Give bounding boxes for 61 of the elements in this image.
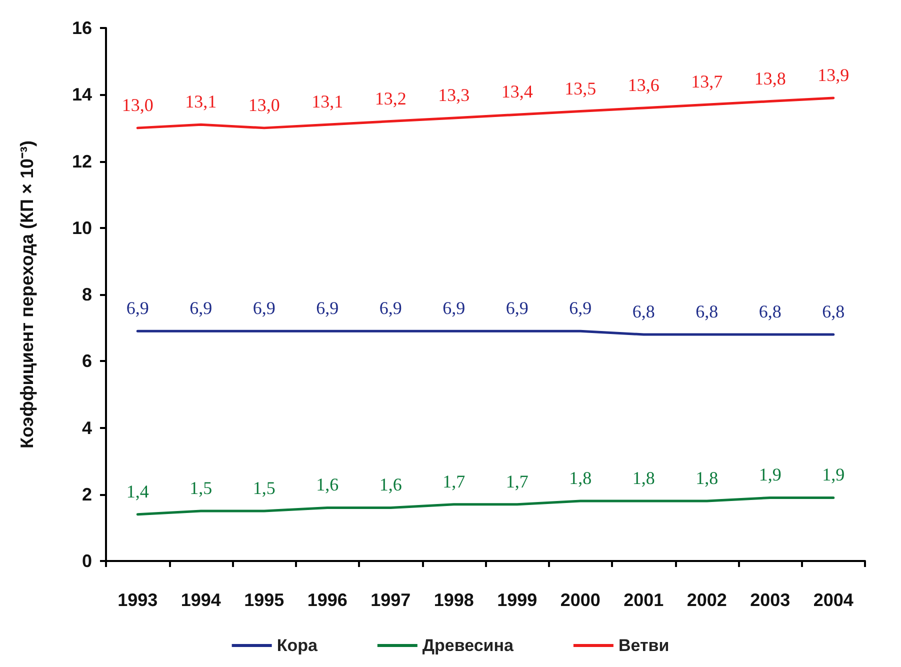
data-label: 1,5 <box>252 478 276 498</box>
data-label: 6,9 <box>569 298 592 318</box>
data-label: 13,0 <box>248 94 280 115</box>
y-axis-title: Коэффициент перехода (КП × 10⁻³) <box>17 140 37 448</box>
x-tick-label: 1996 <box>307 590 348 610</box>
data-label: 6,9 <box>379 298 402 318</box>
data-label: 1,6 <box>316 474 339 495</box>
x-tick-label: 2000 <box>560 590 600 610</box>
data-label: 6,9 <box>506 298 528 318</box>
x-tick-label: 1999 <box>497 590 538 610</box>
data-label: 13,7 <box>691 72 723 92</box>
x-tick-label: 1997 <box>370 590 411 610</box>
data-label: 6,8 <box>632 301 655 322</box>
x-tick-label: 1998 <box>434 590 474 610</box>
data-label: 6,8 <box>696 301 718 322</box>
y-tick-label: 4 <box>82 418 92 438</box>
data-label: 1,5 <box>190 478 212 498</box>
y-tick-label: 2 <box>82 484 92 504</box>
y-tick-label: 0 <box>82 551 92 571</box>
x-tick-label: 2002 <box>686 590 727 610</box>
legend-label: Кора <box>276 636 318 655</box>
data-label: 1,4 <box>126 481 149 502</box>
data-label: 6,9 <box>442 298 466 318</box>
x-tick-label: 1994 <box>180 590 221 610</box>
data-label: 6,9 <box>126 298 149 318</box>
data-label: 1,7 <box>442 471 466 492</box>
data-label: 13,4 <box>501 82 533 102</box>
y-tick-label: 14 <box>72 84 92 105</box>
legend-label: Древесина <box>422 636 514 655</box>
data-label: 13,9 <box>818 64 850 85</box>
data-label: 13,0 <box>122 94 154 115</box>
data-label: 13,1 <box>312 92 344 112</box>
data-label: 13,1 <box>185 92 217 112</box>
data-label: 6,9 <box>190 298 212 318</box>
y-tick-label: 8 <box>82 284 92 304</box>
data-label: 13,2 <box>374 88 406 108</box>
data-label: 13,3 <box>438 84 470 105</box>
legend-label: Ветви <box>618 636 670 655</box>
data-label: 6,9 <box>252 298 276 318</box>
y-tick-label: 10 <box>72 218 92 238</box>
data-label: 13,5 <box>564 78 596 98</box>
data-label: 6,9 <box>316 298 339 318</box>
x-tick-label: 1995 <box>244 590 284 610</box>
data-label: 1,7 <box>506 471 528 492</box>
data-label: 1,8 <box>632 468 655 488</box>
data-label: 1,8 <box>569 468 592 488</box>
x-tick-label: 1993 <box>118 590 158 610</box>
y-tick-label: 16 <box>72 18 92 38</box>
data-label: 1,9 <box>822 464 845 485</box>
data-label: 1,6 <box>379 474 402 495</box>
data-label: 1,9 <box>758 464 782 485</box>
y-tick-label: 6 <box>82 351 92 372</box>
data-label: 13,6 <box>628 74 660 95</box>
data-label: 1,8 <box>696 468 718 488</box>
x-tick-label: 2001 <box>624 590 664 610</box>
x-tick-label: 2003 <box>750 590 790 610</box>
y-tick-label: 12 <box>72 151 92 172</box>
x-tick-label: 2004 <box>813 590 854 610</box>
data-label: 13,8 <box>754 68 786 88</box>
data-label: 6,8 <box>822 301 845 322</box>
data-label: 6,8 <box>758 301 782 322</box>
